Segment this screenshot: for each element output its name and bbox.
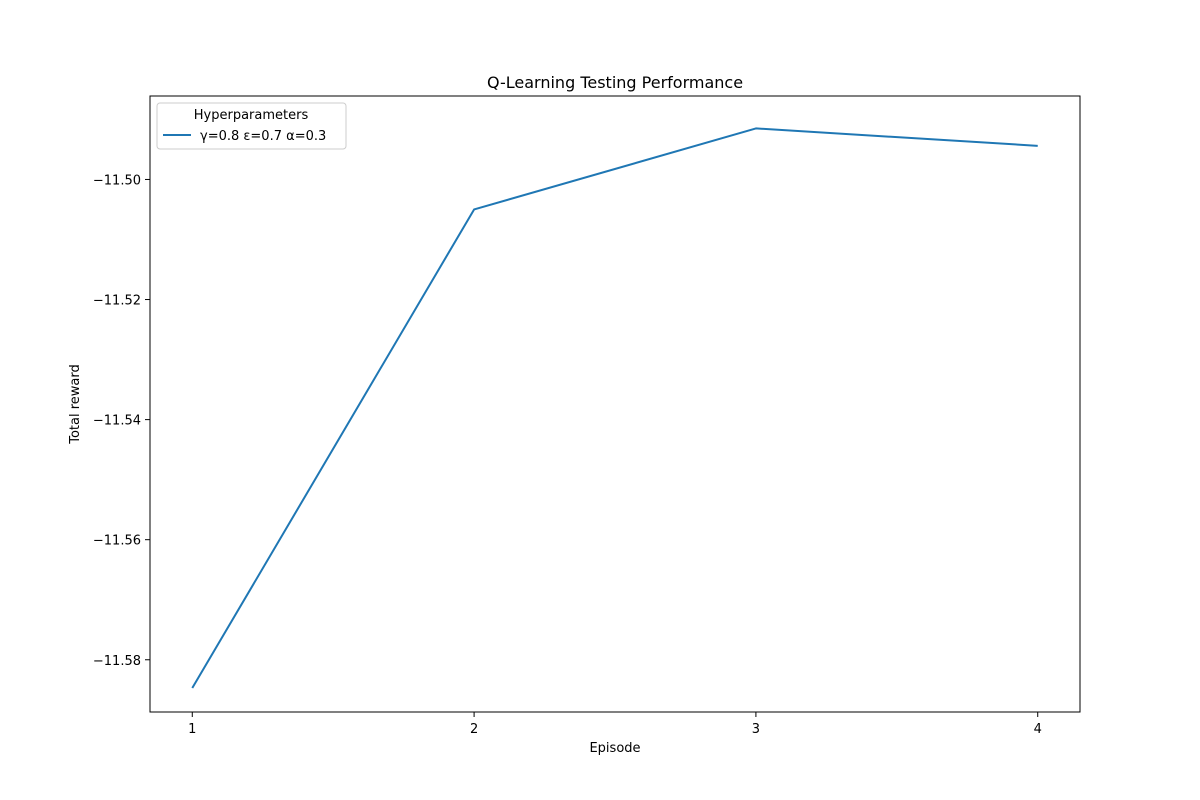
series-line-1 (191, 127, 1038, 689)
x-tick-label: 1 (188, 722, 196, 737)
x-tick-label: 2 (470, 722, 478, 737)
y-tick-label: −11.50 (93, 173, 141, 188)
legend: Hyperparameters γ=0.8 ε=0.7 α=0.3 (156, 102, 347, 150)
legend-box (156, 102, 347, 150)
x-axis-ticks: 1 2 3 4 (188, 712, 1042, 737)
x-tick-label: 4 (1034, 722, 1042, 737)
x-tick-label: 3 (752, 722, 760, 737)
plot-frame (149, 95, 1081, 713)
y-tick-label: −11.56 (93, 534, 141, 549)
legend-title: Hyperparameters (194, 108, 309, 123)
x-axis-label: Episode (589, 741, 640, 756)
chart-title: Q-Learning Testing Performance (487, 73, 743, 92)
legend-label-series-1: γ=0.8 ε=0.7 α=0.3 (200, 129, 326, 144)
y-tick-label: −11.58 (93, 654, 141, 669)
y-tick-label: −11.52 (93, 294, 141, 309)
series-layer (191, 127, 1038, 689)
y-axis-ticks: −11.50 −11.52 −11.54 −11.56 −11.58 (93, 173, 150, 669)
y-axis-label: Total reward (68, 364, 83, 445)
y-tick-label: −11.54 (93, 414, 141, 429)
